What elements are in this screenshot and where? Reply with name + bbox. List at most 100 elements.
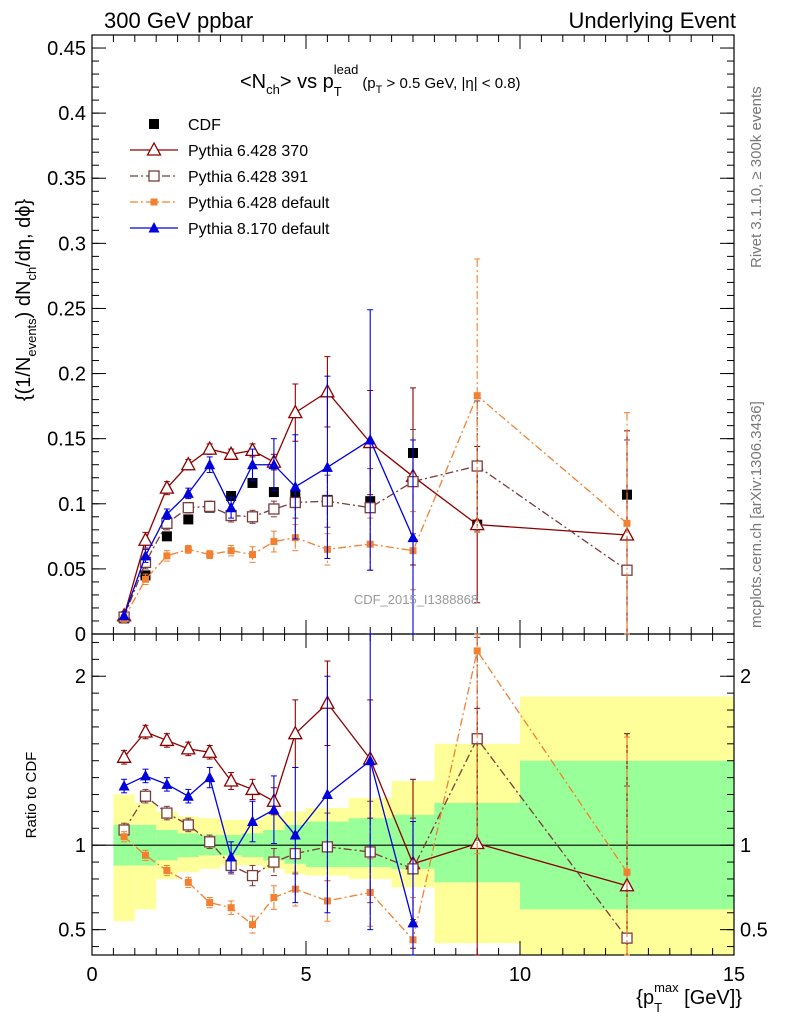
data-point xyxy=(407,531,419,543)
data-point xyxy=(148,222,160,233)
data-point xyxy=(244,781,261,796)
data-point xyxy=(473,647,481,655)
data-point xyxy=(148,170,160,182)
data-point xyxy=(116,748,132,763)
data-point xyxy=(223,772,239,787)
series-line xyxy=(123,394,628,619)
data-point xyxy=(204,458,216,470)
data-point xyxy=(364,433,376,445)
y-tick-label-right: 1 xyxy=(740,835,751,857)
x-axis-label: {pTmax [GeV]} xyxy=(636,980,742,1015)
y-tick-label: 0.4 xyxy=(58,103,86,125)
data-point xyxy=(249,921,256,929)
legend-item: Pythia 8.170 default xyxy=(130,221,330,238)
data-point xyxy=(137,531,154,546)
data-point xyxy=(246,511,259,523)
legend-item: Pythia 6.428 default xyxy=(130,195,330,212)
data-point xyxy=(407,916,419,928)
series-line xyxy=(123,759,414,924)
y-tick-label: 0.5 xyxy=(58,920,86,942)
data-point xyxy=(206,551,214,559)
main-plot-series xyxy=(116,258,635,635)
y-tick-label: 2 xyxy=(75,666,86,688)
data-point xyxy=(161,508,173,519)
y-tick-label: 0.15 xyxy=(47,429,86,451)
data-point xyxy=(268,803,280,815)
data-point xyxy=(184,545,192,553)
data-point xyxy=(202,440,218,455)
legend-label: Pythia 8.170 default xyxy=(188,221,330,238)
header-left: 300 GeV ppbar xyxy=(104,8,254,33)
data-point xyxy=(289,829,301,840)
data-point xyxy=(161,807,173,819)
data-point xyxy=(163,552,171,560)
data-point xyxy=(268,458,280,470)
data-point xyxy=(623,519,631,527)
data-point xyxy=(137,723,154,738)
data-point xyxy=(180,740,196,755)
series-line xyxy=(123,390,628,616)
data-point xyxy=(321,461,333,472)
data-point xyxy=(183,514,194,525)
data-point xyxy=(223,445,239,460)
data-point xyxy=(268,856,280,868)
data-point xyxy=(287,404,303,419)
data-point xyxy=(321,788,333,799)
ratio-uncertainty-bands xyxy=(113,696,734,955)
data-point xyxy=(140,769,151,781)
data-point xyxy=(182,487,194,498)
data-point xyxy=(159,479,175,494)
data-point xyxy=(289,480,301,492)
data-point xyxy=(142,851,149,859)
data-point xyxy=(270,538,278,546)
data-point xyxy=(226,490,237,501)
data-point xyxy=(270,894,278,902)
x-tick-label: 5 xyxy=(300,964,311,986)
legend-label: CDF xyxy=(188,117,221,134)
series-pythia-8-170-default xyxy=(118,309,419,635)
data-point xyxy=(159,732,175,747)
data-point xyxy=(140,549,151,561)
y-tick-label: 0.2 xyxy=(58,364,86,386)
y-tick-label: 0.3 xyxy=(58,233,86,255)
legend-label: Pythia 6.428 370 xyxy=(188,143,308,160)
header-right: Underlying Event xyxy=(568,8,736,33)
data-point xyxy=(227,904,235,912)
y-tick-label-right: 2 xyxy=(740,666,751,688)
data-point xyxy=(268,503,280,515)
data-point xyxy=(150,198,158,206)
data-point xyxy=(163,867,171,875)
ratio-plot-series xyxy=(116,633,635,956)
series-line xyxy=(123,439,414,616)
y-tick-label: 0 xyxy=(75,624,86,646)
y-tick-label: 0.25 xyxy=(47,298,86,320)
data-point xyxy=(247,458,258,470)
y-tick-label: 1 xyxy=(75,835,86,857)
data-point xyxy=(227,547,235,555)
data-point xyxy=(206,899,214,907)
x-tick-label: 15 xyxy=(723,964,745,986)
watermark: CDF_2015_I1388868 xyxy=(354,592,478,607)
data-point xyxy=(204,500,216,513)
y-tick-label-right: 0.5 xyxy=(740,920,768,942)
legend-label: Pythia 6.428 391 xyxy=(188,169,308,186)
data-point xyxy=(184,878,192,886)
legend-item: Pythia 6.428 391 xyxy=(130,169,308,186)
data-point xyxy=(161,778,173,789)
data-point xyxy=(204,771,216,783)
data-point xyxy=(225,851,237,862)
y-tick-label: 0.45 xyxy=(47,38,86,60)
ratio-y-axis-label: Ratio to CDF xyxy=(23,752,40,839)
x-tick-label: 10 xyxy=(509,964,531,986)
data-point xyxy=(202,743,218,758)
data-point xyxy=(182,790,194,801)
series-pythia-8-170-default xyxy=(118,633,419,956)
x-tick-label: 0 xyxy=(86,964,97,986)
data-point xyxy=(287,725,303,740)
y-tick-label: 0.35 xyxy=(47,168,86,190)
data-point xyxy=(268,487,279,498)
main-plot-axes: 0 0.05 0.1 0.15 0.2 0.25 0.3 0.35 0.4 0.45 xyxy=(47,34,735,646)
data-point xyxy=(120,833,128,841)
data-point xyxy=(225,501,237,513)
